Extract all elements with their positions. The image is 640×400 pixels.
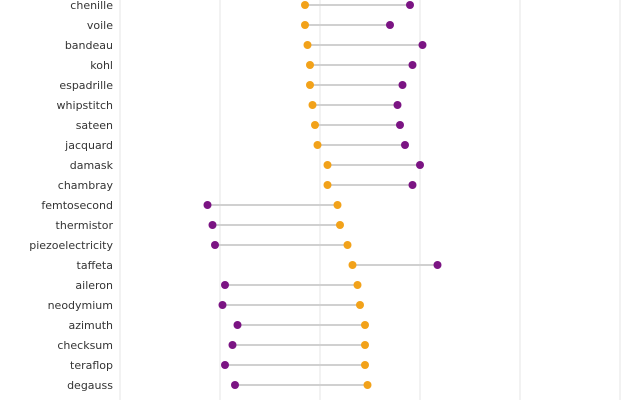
category-label-bandeau: bandeau [65,39,113,52]
dot-purple-thermistor [208,221,217,229]
dot-purple-kohl [408,61,417,69]
dot-orange-bandeau [303,41,312,49]
dot-purple-chambray [408,181,417,189]
dot-orange-kohl [306,61,314,69]
dot-orange-voile [301,21,309,29]
category-label-voile: voile [87,19,113,32]
dot-purple-neodymium [218,301,227,309]
category-label-chenille: chenille [70,0,113,12]
category-label-piezoelectricity: piezoelectricity [29,239,113,252]
dot-purple-piezoelectricity [211,241,219,249]
dot-orange-jacquard [313,141,322,149]
dot-orange-damask [323,161,332,169]
category-label-neodymium: neodymium [48,299,113,312]
dot-purple-aileron [221,281,229,289]
dot-orange-espadrille [306,81,314,89]
dot-purple-whipstitch [393,101,402,109]
category-label-whipstitch: whipstitch [57,99,113,112]
category-label-jacquard: jacquard [64,139,113,152]
category-label-chambray: chambray [58,179,114,192]
dot-purple-degauss [231,381,239,389]
dot-orange-azimuth [361,321,369,329]
dot-purple-voile [386,21,394,29]
dot-orange-teraflop [361,361,369,369]
dot-purple-femtosecond [203,201,212,209]
category-label-thermistor: thermistor [56,219,114,232]
category-label-aileron: aileron [75,279,113,292]
dot-purple-taffeta [433,261,442,269]
category-label-azimuth: azimuth [68,319,113,332]
dot-orange-checksum [361,341,369,349]
dot-orange-sateen [311,121,319,129]
category-label-degauss: degauss [67,379,113,392]
category-label-checksum: checksum [57,339,113,352]
category-label-taffeta: taffeta [77,259,113,272]
dot-purple-jacquard [401,141,409,149]
dot-purple-damask [416,161,424,169]
dot-orange-chenille [301,1,309,9]
dot-orange-aileron [353,281,362,289]
dot-purple-sateen [396,121,404,129]
dot-orange-thermistor [336,221,344,229]
dot-orange-whipstitch [308,101,317,109]
dot-orange-piezoelectricity [343,241,352,249]
dot-purple-espadrille [398,81,407,89]
category-label-kohl: kohl [90,59,113,72]
category-label-sateen: sateen [76,119,113,132]
dot-orange-femtosecond [333,201,342,209]
category-labels: chenille voile bandeau kohl espadrille whipst… [29,0,113,392]
dot-orange-degauss [363,381,372,389]
category-label-espadrille: espadrille [59,79,113,92]
dots [203,1,442,389]
category-label-damask: damask [70,159,114,172]
connectors [207,4,438,386]
dot-purple-checksum [228,341,237,349]
dot-purple-teraflop [221,361,229,369]
dot-purple-chenille [406,1,414,9]
dot-orange-neodymium [356,301,364,309]
grid-lines [119,0,621,400]
category-label-femtosecond: femtosecond [41,199,113,212]
dot-purple-bandeau [418,41,427,49]
category-label-teraflop: teraflop [70,359,113,372]
dot-orange-chambray [323,181,332,189]
dot-purple-azimuth [233,321,242,329]
dot-orange-taffeta [348,261,357,269]
